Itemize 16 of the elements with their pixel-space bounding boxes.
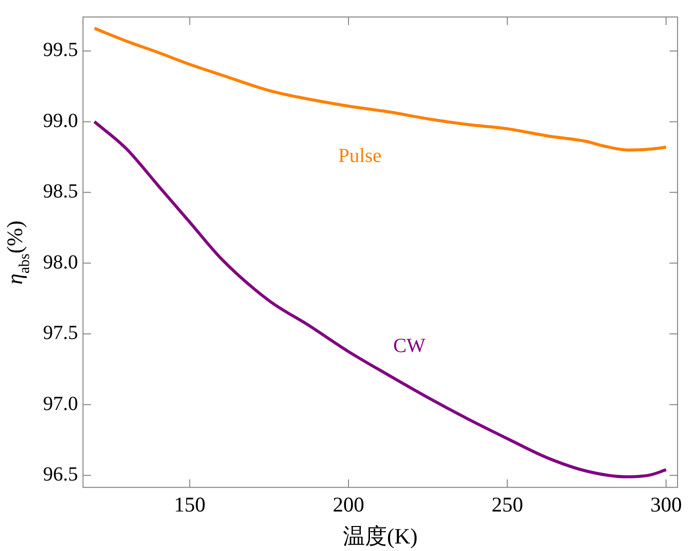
y-tick-label: 97.0 <box>43 392 78 415</box>
series-label: CW <box>393 335 426 358</box>
y-tick-label: 98.0 <box>43 251 78 274</box>
series-label: Pulse <box>338 145 382 168</box>
y-tick-label: 99.0 <box>43 110 78 132</box>
y-axis-title: ηabs(%) <box>2 220 33 284</box>
x-tick-label: 150 <box>174 492 206 517</box>
y-tick-label: 97.5 <box>43 322 78 344</box>
x-axis-title: 温度(K) <box>343 524 418 549</box>
y-tick-label: 98.5 <box>43 180 78 203</box>
x-tick-label: 250 <box>492 492 524 517</box>
line-series <box>92 120 668 478</box>
y-tick-label: 99.5 <box>43 39 78 62</box>
x-tick-label: 200 <box>332 492 364 517</box>
y-tick-label: 96.5 <box>43 464 78 486</box>
x-tick-label: 300 <box>650 492 682 517</box>
